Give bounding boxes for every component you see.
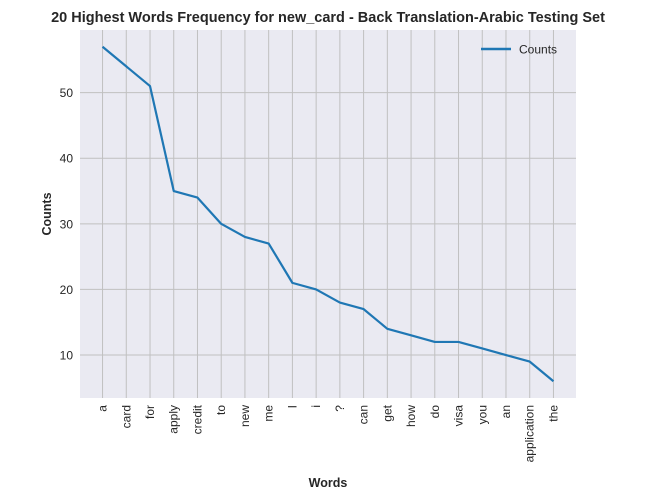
y-axis-ticks: 10 20 30 40 50 xyxy=(60,86,74,362)
chart-title: 20 Highest Words Frequency for new_card … xyxy=(51,10,605,26)
y-tick-label: 40 xyxy=(60,152,74,166)
x-tick-label: I xyxy=(285,405,299,408)
x-tick-label: can xyxy=(357,405,371,424)
plot-area xyxy=(80,30,576,398)
y-tick-label: 50 xyxy=(60,86,74,100)
x-tick-label: you xyxy=(475,405,489,424)
x-tick-label: an xyxy=(499,405,513,418)
x-tick-label: how xyxy=(404,405,418,427)
x-tick-label: a xyxy=(96,405,110,412)
y-tick-label: 20 xyxy=(60,283,74,297)
x-tick-label: card xyxy=(119,405,133,428)
x-tick-label: get xyxy=(380,404,394,421)
x-tick-label: visa xyxy=(452,405,466,427)
grid xyxy=(80,30,576,398)
legend-label: Counts xyxy=(519,43,557,57)
x-tick-label: to xyxy=(214,405,228,415)
x-tick-label: apply xyxy=(167,405,181,434)
x-tick-label: the xyxy=(546,405,560,422)
x-tick-label: new xyxy=(238,405,252,427)
x-tick-label: do xyxy=(428,405,442,419)
series-layer xyxy=(101,45,555,383)
x-tick-label: application xyxy=(523,405,537,462)
x-tick-label: credit xyxy=(190,404,204,434)
x-tick-label: i xyxy=(309,405,323,408)
x-tick-label: ? xyxy=(333,405,347,412)
y-axis-label: Counts xyxy=(40,192,54,235)
x-tick-label: for xyxy=(143,405,157,419)
series-line xyxy=(101,45,555,383)
y-tick-label: 30 xyxy=(60,217,74,231)
x-tick-label: me xyxy=(262,405,276,422)
x-axis-label: Words xyxy=(309,476,348,490)
legend: Counts xyxy=(481,43,557,57)
y-tick-label: 10 xyxy=(60,349,74,363)
